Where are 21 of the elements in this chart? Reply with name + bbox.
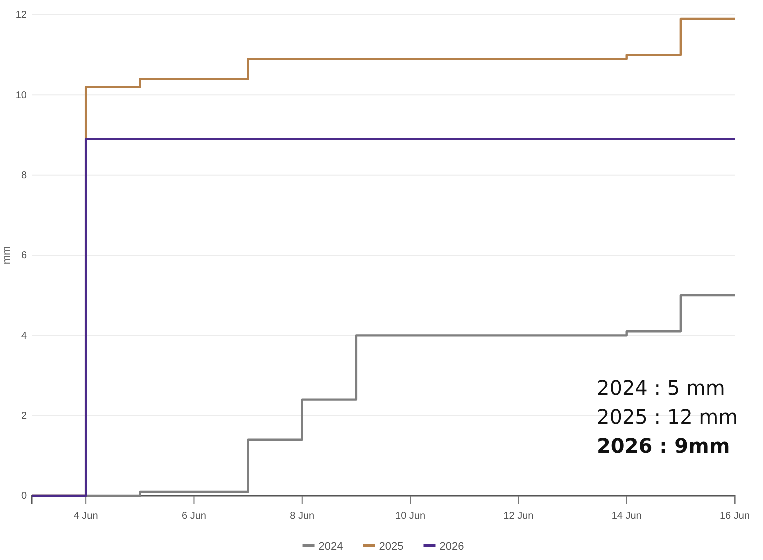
y-tick-label: 12	[16, 10, 28, 22]
y-tick-label: 10	[16, 90, 28, 102]
y-tick-label: 0	[21, 491, 28, 502]
x-tick-label: 6 Jun	[182, 511, 206, 522]
y-tick-label: 8	[21, 170, 28, 182]
x-tick-label: 14 Jun	[612, 511, 642, 522]
y-axis-title: mm	[1, 246, 13, 265]
annotation: 2025 : 12 mm	[597, 405, 738, 429]
x-tick-label: 10 Jun	[396, 511, 426, 522]
x-tick-label: 16 Jun	[720, 511, 750, 522]
x-tick-label: 4 Jun	[74, 511, 98, 522]
annotation: 2024 : 5 mm	[597, 376, 726, 400]
y-tick-label: 6	[21, 250, 28, 262]
legend-label: 2025	[379, 540, 404, 553]
legend-label: 2024	[318, 540, 344, 553]
x-tick-label: 8 Jun	[290, 511, 315, 522]
y-tick-label: 4	[21, 330, 28, 342]
y-tick-label: 2	[21, 411, 28, 422]
annotation: 2026 : 9mm	[597, 434, 730, 458]
x-tick-label: 12 Jun	[504, 511, 534, 522]
legend-label: 2026	[440, 540, 464, 553]
